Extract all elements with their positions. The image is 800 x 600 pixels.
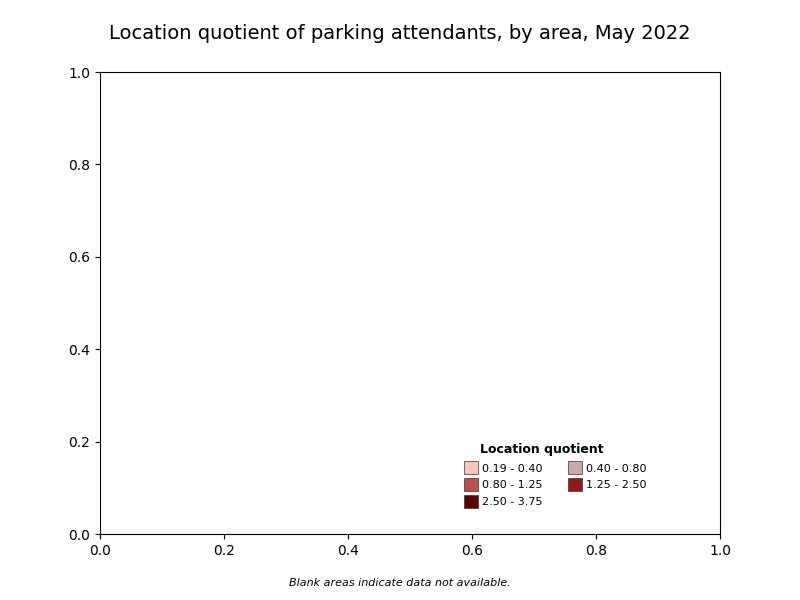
Text: Blank areas indicate data not available.: Blank areas indicate data not available. xyxy=(289,578,511,588)
Text: 1.25 - 2.50: 1.25 - 2.50 xyxy=(586,481,647,490)
Text: Location quotient: Location quotient xyxy=(480,443,604,456)
Text: 0.80 - 1.25: 0.80 - 1.25 xyxy=(482,481,543,490)
Text: 0.19 - 0.40: 0.19 - 0.40 xyxy=(482,464,543,473)
Text: Location quotient of parking attendants, by area, May 2022: Location quotient of parking attendants,… xyxy=(109,24,691,43)
Text: 2.50 - 3.75: 2.50 - 3.75 xyxy=(482,497,543,507)
Text: 0.40 - 0.80: 0.40 - 0.80 xyxy=(586,464,647,473)
